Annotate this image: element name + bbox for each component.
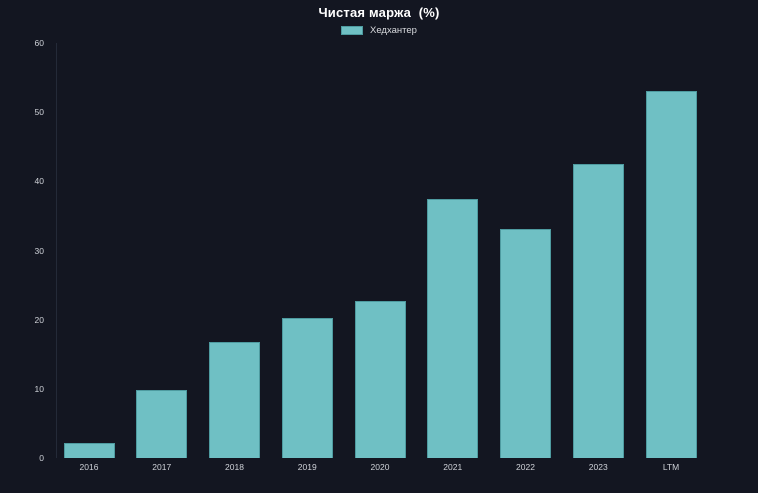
x-tick-label-2022: 2022 xyxy=(516,462,535,472)
x-tick-label-2020: 2020 xyxy=(370,462,390,472)
y-tick-label: 50 xyxy=(34,107,44,118)
x-tick-label-ltm: LTM xyxy=(662,462,680,472)
y-tick-label: 20 xyxy=(34,314,44,325)
bar-2018 xyxy=(209,341,260,458)
y-tick-label: 40 xyxy=(34,176,44,187)
bar-ltm xyxy=(645,91,697,458)
y-tick-label: 0 xyxy=(39,453,44,463)
legend-swatch-icon xyxy=(341,26,364,35)
x-tick-label-2019: 2019 xyxy=(297,462,317,472)
bar-2016 xyxy=(63,442,115,458)
x-tick-label-2021: 2021 xyxy=(443,462,463,472)
bar-2019 xyxy=(281,318,333,458)
legend-item-headhunter[interactable]: Хедхантер xyxy=(341,25,417,36)
x-tick-label-2023: 2023 xyxy=(588,462,608,472)
x-tick-label-2016: 2016 xyxy=(79,462,99,472)
bar-2022 xyxy=(500,229,551,458)
chart-title: Чистая маржа (%) xyxy=(318,5,440,20)
bar-2021 xyxy=(427,199,479,458)
bar-2017 xyxy=(136,390,188,458)
y-axis: 0 10 20 30 40 50 60 xyxy=(0,38,50,463)
bar-2020 xyxy=(354,301,406,458)
legend-label: Хедхантер xyxy=(370,25,417,36)
y-tick-label: 10 xyxy=(34,383,44,394)
x-tick-label-2018: 2018 xyxy=(225,462,244,472)
y-tick-label: 30 xyxy=(34,245,44,256)
bar-2023 xyxy=(572,164,624,458)
y-tick-label: 60 xyxy=(34,38,44,48)
chart-legend: Хедхантер xyxy=(0,25,758,36)
plot-area: 2016 2017 2018 2019 2020 2021 2022 2023 LTM xyxy=(56,43,757,472)
x-tick-label-2017: 2017 xyxy=(152,462,172,472)
